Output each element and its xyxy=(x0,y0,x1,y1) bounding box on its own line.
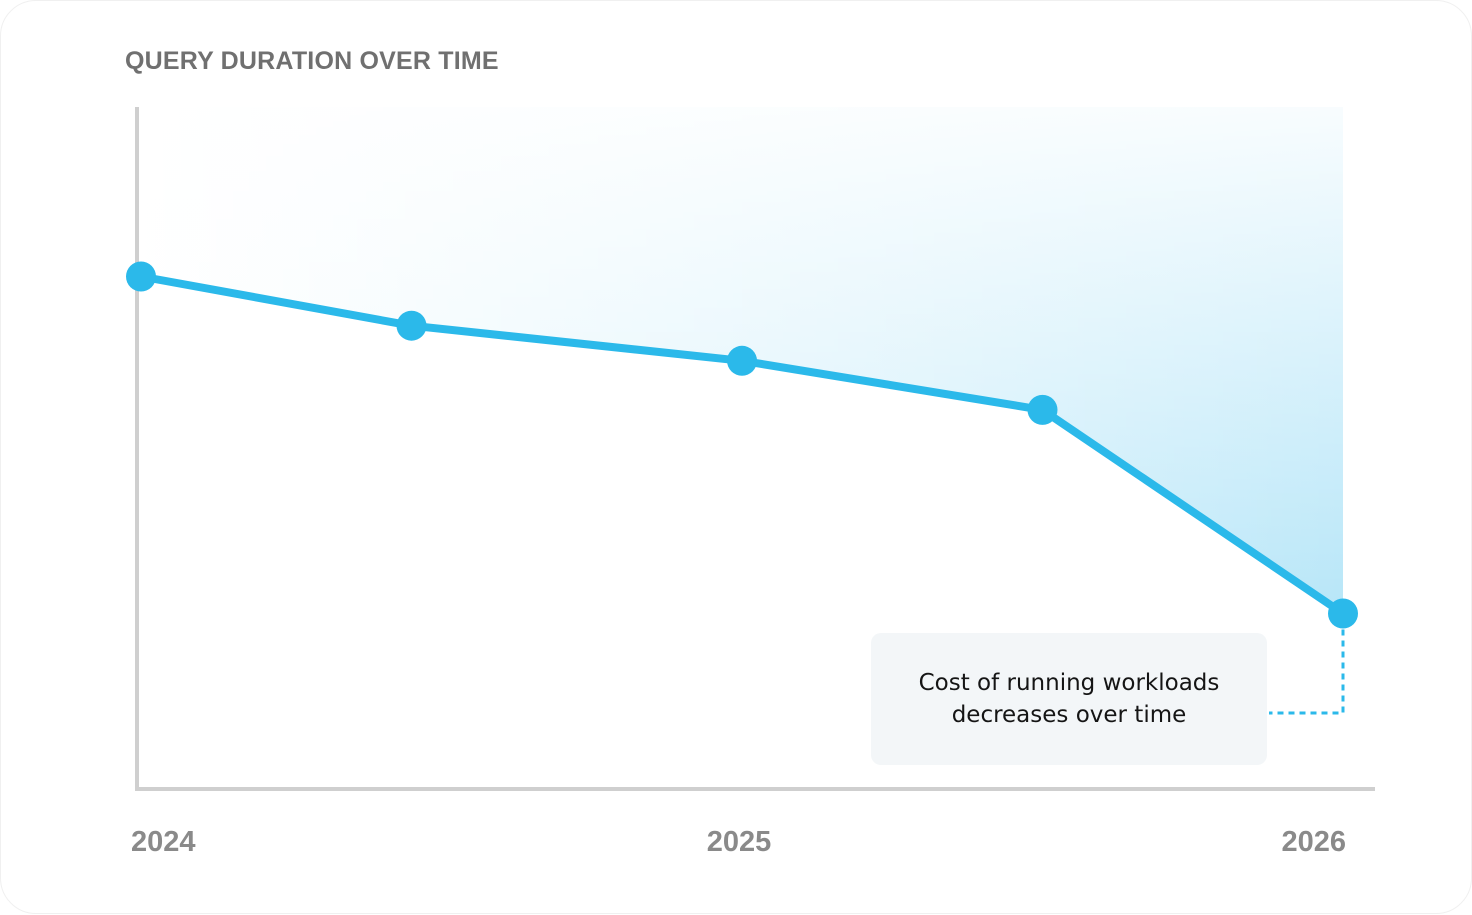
x-tick-label-2025: 2025 xyxy=(707,826,772,858)
annotation-callout: Cost of running workloads decreases over… xyxy=(871,633,1267,765)
annotation-line-1: Cost of running workloads xyxy=(918,670,1220,696)
data-points xyxy=(126,261,1358,629)
data-point-1 xyxy=(396,310,427,341)
x-tick-label-2026: 2026 xyxy=(1281,826,1346,858)
data-point-3 xyxy=(1027,394,1058,425)
callout-connector xyxy=(1269,629,1345,715)
annotation-line-2: decreases over time xyxy=(951,702,1187,728)
x-tick-label-2024: 2024 xyxy=(131,826,196,858)
data-point-0 xyxy=(126,261,156,292)
annotation-text: Cost of running workloads decreases over… xyxy=(919,667,1220,731)
chart-title: QUERY DURATION OVER TIME xyxy=(125,47,499,75)
data-point-2 xyxy=(727,345,757,376)
data-point-4 xyxy=(1328,598,1358,629)
